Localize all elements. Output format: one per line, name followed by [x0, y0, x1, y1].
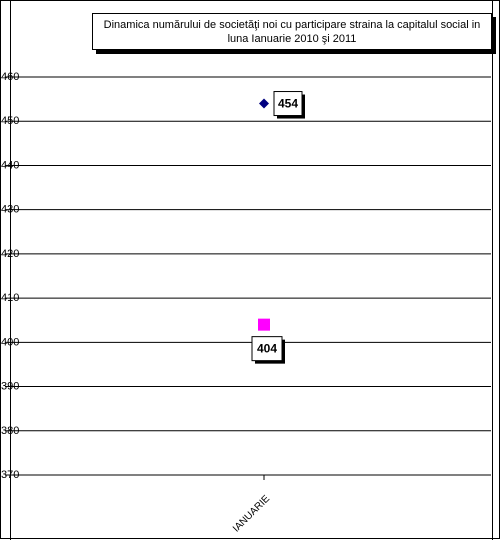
data-label-box [251, 336, 283, 362]
data-label-box [273, 91, 303, 117]
y-tick-label: 430 [1, 204, 19, 216]
y-tick-label: 410 [1, 292, 19, 304]
data-point-diamond [259, 98, 269, 109]
plot-left-border [10, 1, 11, 540]
x-category-label: IANUARIE [231, 493, 272, 534]
y-tick-label: 420 [1, 248, 19, 260]
y-tick-label: 460 [1, 71, 19, 83]
y-tick-label: 380 [1, 425, 19, 437]
data-label-text: 454 [278, 97, 298, 111]
y-tick-label: 400 [1, 336, 19, 348]
y-tick-label: 440 [1, 159, 19, 171]
data-label-text: 404 [257, 342, 277, 356]
plot-right-border [492, 1, 493, 540]
y-tick-label: 370 [1, 469, 19, 481]
y-tick-label: 450 [1, 115, 19, 127]
chart-title: Dinamica numărului de societăţi noi cu p… [92, 13, 492, 50]
data-point-square [258, 318, 270, 331]
y-tick-label: 390 [1, 381, 19, 393]
